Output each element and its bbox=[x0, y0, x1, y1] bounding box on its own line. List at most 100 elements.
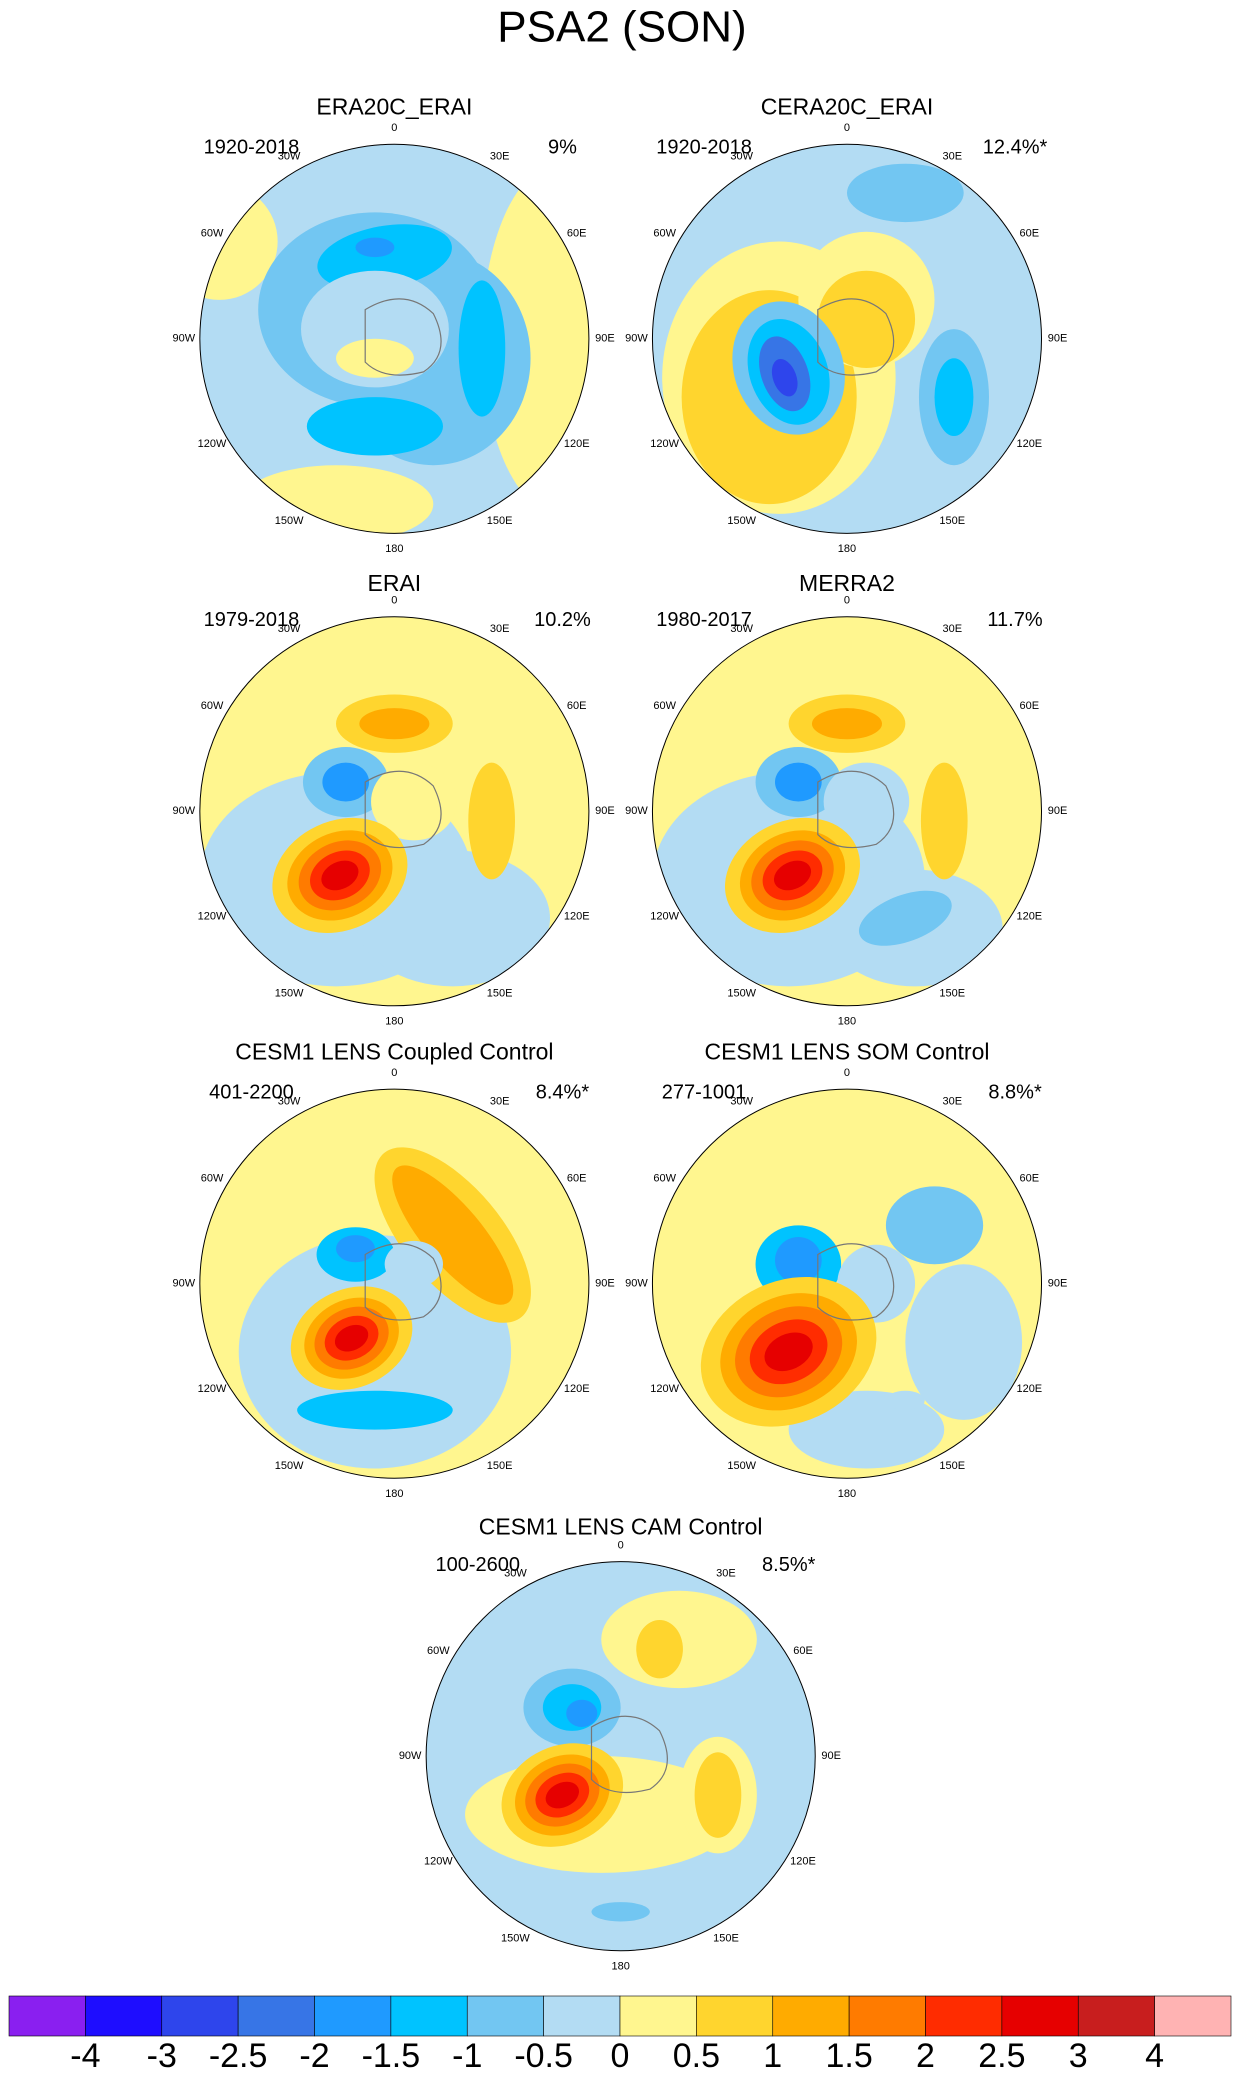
contour-region bbox=[885, 1186, 984, 1265]
panel-title: ERAI bbox=[368, 570, 422, 596]
longitude-label: 0 bbox=[844, 1067, 850, 1079]
longitude-label: 30E bbox=[942, 150, 962, 162]
map-panel: MERRA2 1980-2017 11.7% 0 30E 60E 90E 120E 150E 18… bbox=[625, 570, 1067, 1028]
colorbar-box bbox=[696, 1995, 774, 2037]
colorbar-label: 4 bbox=[1145, 2037, 1164, 2075]
coastline bbox=[364, 1243, 442, 1321]
longitude-label: 150E bbox=[487, 1460, 513, 1472]
contour-region bbox=[317, 224, 452, 290]
longitude-label: 30W bbox=[504, 1568, 527, 1580]
longitude-label: 180 bbox=[838, 543, 856, 555]
longitude-label: 120W bbox=[650, 910, 679, 922]
map-panel: CERA20C_ERAI 1920-2018 12.4%* 0 30E 60E 90E 120… bbox=[625, 94, 1067, 556]
field bbox=[652, 616, 1042, 1006]
colorbar-box bbox=[390, 1995, 468, 2037]
map-panel: CESM1 LENS CAM Control 100-2600 8.5%* 0 30E 6… bbox=[399, 1514, 841, 1973]
longitude-label: 30E bbox=[942, 1095, 962, 1107]
colorbar-label: 1 bbox=[763, 2037, 782, 2075]
colorbar-box bbox=[772, 1995, 850, 2037]
colorbar-label: 2.5 bbox=[978, 2037, 1025, 2075]
longitude-label: 90E bbox=[595, 1278, 615, 1290]
map-panel: CESM1 LENS SOM Control 277-1001 8.8%* 0 30E 6… bbox=[625, 1039, 1067, 1501]
map-border bbox=[199, 143, 590, 534]
field bbox=[199, 616, 589, 1006]
longitude-label: 30E bbox=[716, 1568, 736, 1580]
longitude-label: 60E bbox=[567, 1172, 587, 1184]
longitude-label: 60W bbox=[201, 227, 224, 239]
longitude-label: 60W bbox=[653, 1172, 676, 1184]
colorbar-box bbox=[314, 1995, 392, 2037]
contour-region bbox=[481, 163, 589, 514]
map-border bbox=[425, 1561, 816, 1952]
colorbar-box bbox=[1154, 1995, 1232, 2037]
contour-region bbox=[384, 1240, 444, 1288]
longitude-label: 120E bbox=[1016, 438, 1042, 450]
longitude-label: 150E bbox=[939, 987, 965, 999]
longitude-label: 120E bbox=[564, 1383, 590, 1395]
colorbar-label: -2 bbox=[299, 2037, 329, 2075]
colorbar-label: -2.5 bbox=[209, 2037, 268, 2075]
longitude-label: 150E bbox=[487, 987, 513, 999]
longitude-label: 180 bbox=[611, 1961, 629, 1973]
colorbar-box bbox=[543, 1995, 621, 2037]
percent: 8.4%* bbox=[536, 1081, 590, 1103]
contour-region bbox=[355, 850, 551, 987]
longitude-label: 120W bbox=[198, 438, 227, 450]
longitude-label: 60E bbox=[1020, 1172, 1040, 1184]
colorbar-box bbox=[848, 1995, 926, 2037]
period: 277-1001 bbox=[662, 1081, 747, 1103]
longitude-label: 60E bbox=[1020, 700, 1040, 712]
longitude-label: 60W bbox=[201, 1172, 224, 1184]
longitude-label: 150W bbox=[727, 1460, 756, 1472]
field bbox=[199, 144, 589, 534]
contour-region bbox=[811, 708, 882, 740]
contour-region bbox=[694, 1752, 742, 1838]
longitude-label: 90W bbox=[173, 333, 196, 345]
colorbar-label: 1.5 bbox=[825, 2037, 872, 2075]
longitude-label: 30E bbox=[490, 150, 510, 162]
colorbar-label: -0.5 bbox=[514, 2037, 573, 2075]
colorbar-label: 0.5 bbox=[673, 2037, 720, 2075]
longitude-label: 150E bbox=[939, 515, 965, 527]
longitude-label: 120W bbox=[198, 1383, 227, 1395]
colorbar-box bbox=[1001, 1995, 1079, 2037]
contour-region bbox=[774, 1237, 822, 1284]
colorbar-box bbox=[8, 1995, 86, 2037]
longitude-label: 60E bbox=[567, 700, 587, 712]
colorbar-label: 3 bbox=[1069, 2037, 1088, 2075]
contour-region bbox=[336, 1235, 375, 1263]
colorbar-label: -1 bbox=[452, 2037, 482, 2075]
contour-region bbox=[392, 1165, 514, 1305]
longitude-label: 30W bbox=[730, 150, 753, 162]
colorbar-box bbox=[1077, 1995, 1155, 2037]
contour-region bbox=[334, 1324, 369, 1352]
percent: 9% bbox=[548, 137, 577, 159]
colorbar-box bbox=[466, 1995, 544, 2037]
contour-region bbox=[773, 860, 812, 891]
longitude-label: 180 bbox=[385, 1488, 403, 1500]
contour-region bbox=[545, 1781, 580, 1809]
contour-region bbox=[336, 338, 414, 378]
period: 1980-2017 bbox=[656, 609, 752, 631]
contour-region bbox=[817, 270, 916, 368]
longitude-label: 60W bbox=[201, 700, 224, 712]
field bbox=[199, 1089, 589, 1479]
colorbar-label: -1.5 bbox=[362, 2037, 421, 2075]
contour-region bbox=[359, 708, 430, 740]
map-panel: CESM1 LENS Coupled Control 401-2200 8.4%* 0… bbox=[173, 1039, 615, 1501]
longitude-label: 120E bbox=[564, 438, 590, 450]
coastline bbox=[364, 298, 442, 376]
longitude-label: 60E bbox=[1020, 227, 1040, 239]
longitude-label: 180 bbox=[838, 1016, 856, 1028]
contour-region bbox=[566, 1699, 598, 1727]
longitude-label: 150W bbox=[727, 987, 756, 999]
panel-title: CESM1 LENS CAM Control bbox=[479, 1514, 763, 1540]
longitude-label: 30W bbox=[278, 1095, 301, 1107]
colorbar-box bbox=[85, 1995, 163, 2037]
period: 1920-2018 bbox=[204, 137, 300, 159]
contour-region bbox=[321, 860, 359, 891]
colorbar-label: 0 bbox=[611, 2037, 630, 2075]
contour-region bbox=[823, 762, 910, 841]
longitude-label: 30E bbox=[490, 623, 510, 635]
longitude-label: 150W bbox=[275, 1460, 304, 1472]
